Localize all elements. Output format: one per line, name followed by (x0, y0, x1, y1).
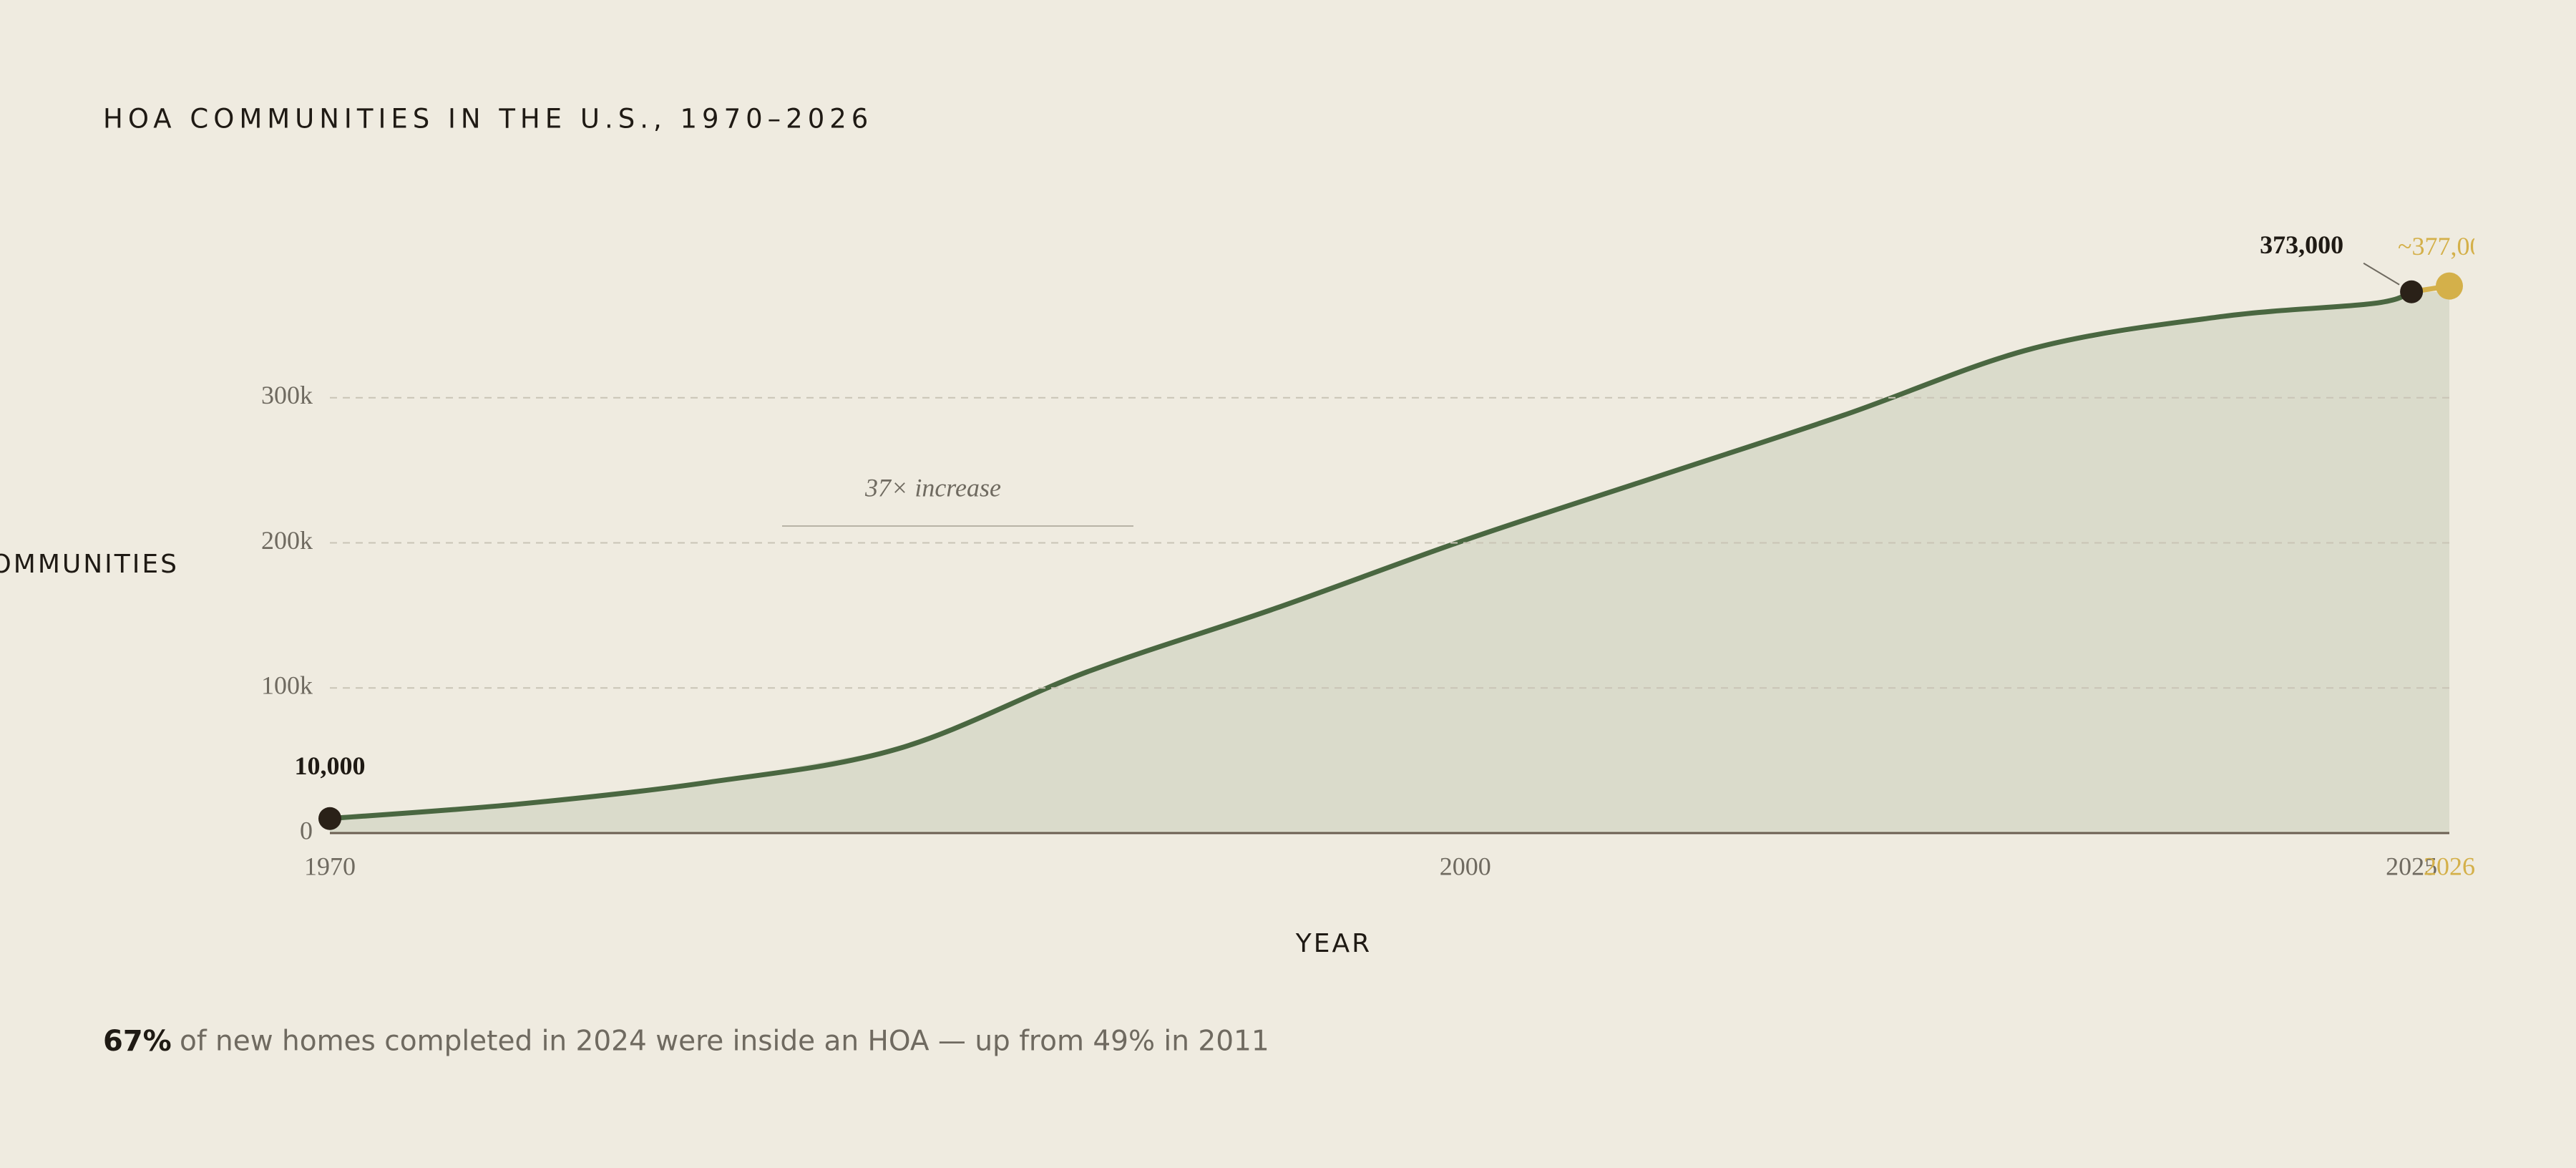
area (330, 291, 2449, 833)
x-tick-label: 1970 (304, 852, 356, 880)
y-tick-label: 0 (300, 816, 313, 845)
y-axis-label: COMMUNITIES (0, 550, 179, 579)
chart-title: HOA COMMUNITIES IN THE U.S., 1970–2026 (103, 104, 873, 135)
x-tick-label: 2026 (2424, 852, 2474, 880)
leader-line (2363, 262, 2400, 286)
x-axis-label: YEAR (1295, 929, 1372, 958)
data-label: 10,000 (295, 751, 366, 780)
y-tick-label: 300k (261, 381, 313, 409)
data-label: 373,000 (2260, 230, 2343, 259)
point-marker (2400, 280, 2424, 303)
point-marker (318, 807, 341, 830)
annotation: 37× increase (864, 473, 1001, 502)
line (329, 289, 2413, 822)
y-tick-label: 200k (261, 526, 313, 555)
chart: HOA COMMUNITIES IN THE U.S., 1970–2026 C… (0, 104, 2474, 1058)
footnote-text: of new homes completed in 2024 were insi… (180, 1026, 1269, 1058)
y-tick-label: 100k (261, 671, 313, 700)
data-label: ~377,000 (2398, 232, 2474, 261)
footnote-stat: 67% (103, 1025, 172, 1058)
x-tick-label: 2000 (1440, 852, 1491, 880)
x-tick-label: 2025 (2386, 852, 2437, 880)
point-marker (2436, 272, 2463, 300)
